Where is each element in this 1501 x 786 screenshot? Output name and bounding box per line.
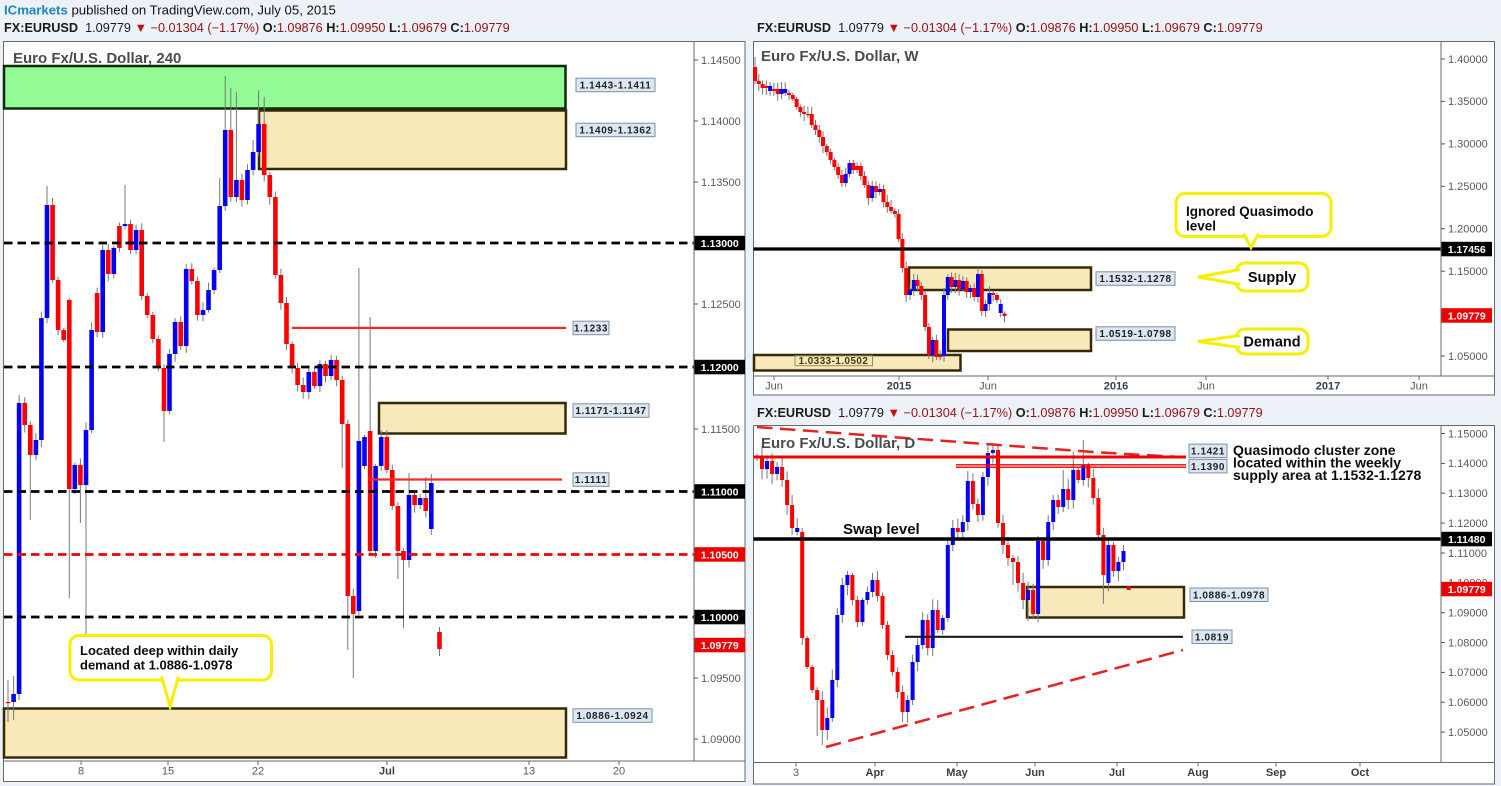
svg-text:1.1390: 1.1390 [1191,462,1225,473]
svg-text:May: May [946,767,968,779]
svg-text:20: 20 [613,766,625,778]
svg-text:2017: 2017 [1316,381,1340,393]
svg-text:Euro Fx/U.S. Dollar, W: Euro Fx/U.S. Dollar, W [761,48,919,65]
svg-text:FX:EURUSD 1.09779 ▼ −0.01304: FX:EURUSD 1.09779 ▼ −0.01304 (−1.17%) O:… [4,21,510,35]
svg-text:8: 8 [78,766,84,778]
svg-text:Jul: Jul [1109,767,1125,779]
svg-text:1.05000: 1.05000 [1448,351,1488,363]
svg-text:1.09000: 1.09000 [701,734,741,746]
svg-text:1.30000: 1.30000 [1448,139,1488,151]
svg-text:1.35000: 1.35000 [1448,96,1488,108]
svg-text:Quasimodo cluster zone: Quasimodo cluster zone [1233,442,1396,458]
svg-text:Euro Fx/U.S. Dollar, 240: Euro Fx/U.S. Dollar, 240 [13,50,181,67]
svg-text:FX:EURUSD 1.09779 ▼ −0.01304: FX:EURUSD 1.09779 ▼ −0.01304 (−1.17%) O:… [757,406,1263,420]
svg-text:1.09500: 1.09500 [701,673,741,685]
svg-text:1.0819: 1.0819 [1195,632,1229,643]
svg-text:Supply: Supply [1248,270,1296,286]
svg-text:1.09779: 1.09779 [1448,310,1486,322]
svg-text:1.11000: 1.11000 [1448,548,1487,560]
svg-text:1.05000: 1.05000 [1448,727,1488,739]
svg-text:1.1409-1.1362: 1.1409-1.1362 [579,126,651,137]
svg-text:22: 22 [252,766,264,778]
svg-text:15: 15 [162,766,174,778]
svg-text:Located deep within daily: Located deep within daily [80,643,239,658]
svg-text:1.1532-1.1278: 1.1532-1.1278 [1099,274,1171,285]
svg-text:demand at 1.0886-1.0978: demand at 1.0886-1.0978 [80,658,232,673]
svg-text:1.1171-1.1147: 1.1171-1.1147 [575,406,646,417]
svg-text:Apr: Apr [866,767,886,779]
svg-text:1.08000: 1.08000 [1448,637,1488,649]
svg-text:Ignored Quasimodo: Ignored Quasimodo [1186,204,1314,219]
svg-text:1.13000: 1.13000 [701,238,739,250]
svg-text:1.09779: 1.09779 [701,640,739,652]
svg-text:1.1233: 1.1233 [574,324,608,335]
svg-text:Euro Fx/U.S. Dollar, D: Euro Fx/U.S. Dollar, D [761,435,915,452]
svg-text:FX:EURUSD 1.09779 ▼ −0.01304: FX:EURUSD 1.09779 ▼ −0.01304 (−1.17%) O:… [757,21,1263,35]
svg-text:1.1443-1.1411: 1.1443-1.1411 [580,81,652,92]
svg-text:1.07000: 1.07000 [1448,667,1488,679]
svg-text:1.25000: 1.25000 [1448,181,1488,193]
svg-text:1.0519-1.0798: 1.0519-1.0798 [1099,329,1171,340]
svg-text:supply area at 1.1532-1.1278: supply area at 1.1532-1.1278 [1233,467,1422,483]
svg-text:Jun: Jun [765,381,783,393]
svg-text:1.09779: 1.09779 [1448,584,1486,596]
svg-text:1.12000: 1.12000 [701,362,739,374]
svg-text:Swap level: Swap level [843,521,920,538]
svg-text:1.40000: 1.40000 [1448,54,1488,66]
svg-text:1.13000: 1.13000 [1448,488,1488,500]
svg-text:Jun: Jun [1025,767,1045,779]
svg-text:Jun: Jun [979,381,997,393]
svg-text:1.14000: 1.14000 [1448,458,1488,470]
svg-text:1.12000: 1.12000 [1448,518,1488,530]
svg-text:level: level [1186,219,1216,234]
svg-text:1.0333-1.0502: 1.0333-1.0502 [799,356,869,367]
svg-text:Aug: Aug [1187,767,1208,779]
svg-text:1.14000: 1.14000 [701,116,741,128]
svg-text:2016: 2016 [1104,381,1128,393]
svg-text:1.10500: 1.10500 [701,549,739,561]
svg-text:ICmarkets published on Trading: ICmarkets published on TradingView.com, … [4,3,336,18]
svg-text:1.14500: 1.14500 [701,55,741,67]
svg-text:3: 3 [793,767,799,779]
svg-text:Oct: Oct [1351,767,1370,779]
svg-text:Sep: Sep [1266,767,1286,779]
svg-text:1.0886-1.0924: 1.0886-1.0924 [576,711,648,722]
svg-text:located within the weekly: located within the weekly [1233,455,1401,471]
svg-text:1.11480: 1.11480 [1448,534,1486,546]
svg-text:1.17456: 1.17456 [1448,244,1486,256]
svg-text:1.13500: 1.13500 [701,177,741,189]
svg-text:2015: 2015 [887,381,911,393]
svg-text:1.20000: 1.20000 [1448,224,1488,236]
svg-text:1.0886-1.0978: 1.0886-1.0978 [1193,590,1265,601]
svg-text:13: 13 [523,766,535,778]
svg-text:1.15000: 1.15000 [1448,428,1488,440]
svg-text:Jun: Jun [1197,381,1215,393]
svg-text:1.1421: 1.1421 [1191,446,1225,457]
svg-text:Demand: Demand [1243,335,1300,351]
svg-text:1.12500: 1.12500 [701,299,741,311]
svg-text:1.10000: 1.10000 [701,612,739,624]
svg-text:1.11500: 1.11500 [701,424,740,436]
svg-text:1.15000: 1.15000 [1448,266,1488,278]
svg-text:Jul: Jul [379,766,395,778]
svg-text:1.11000: 1.11000 [701,486,739,498]
svg-text:1.09000: 1.09000 [1448,608,1488,620]
svg-text:Jun: Jun [1410,381,1428,393]
svg-text:1.06000: 1.06000 [1448,697,1488,709]
svg-text:1.1111: 1.1111 [575,475,608,486]
